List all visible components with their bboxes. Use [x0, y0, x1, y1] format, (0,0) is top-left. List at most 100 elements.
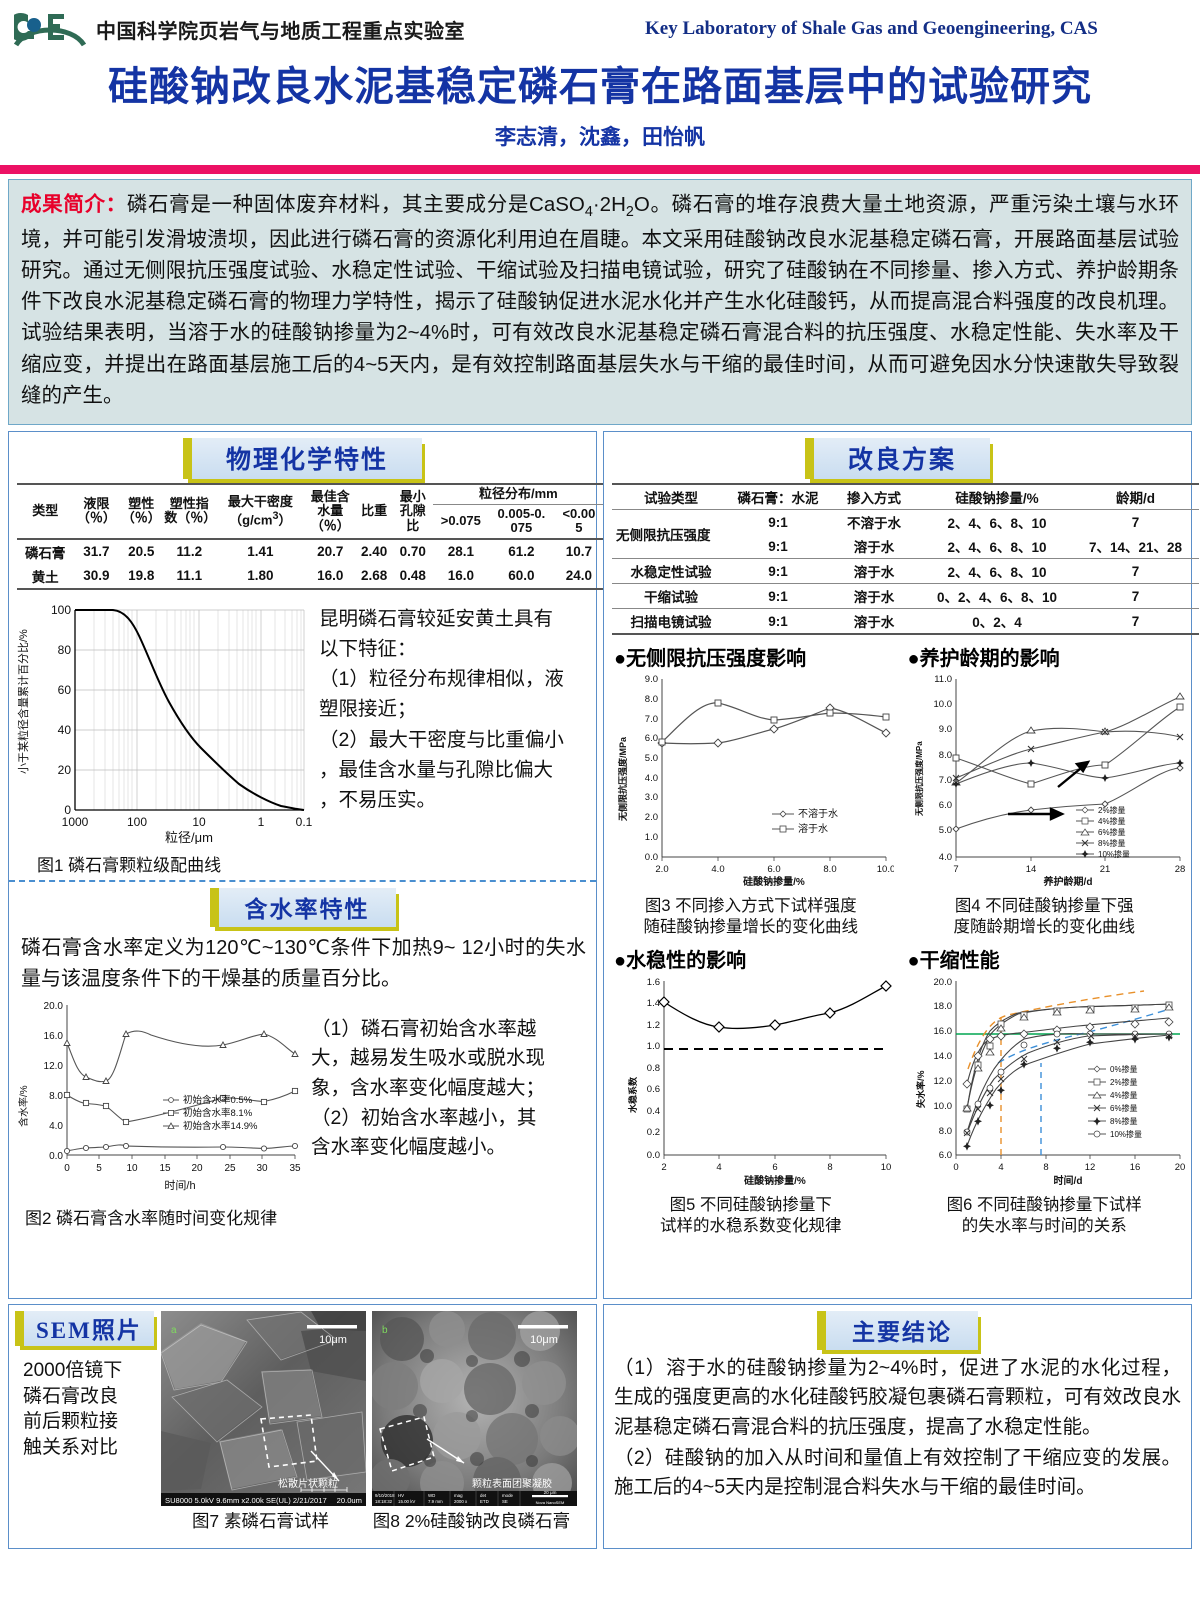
svg-text:1.6: 1.6: [647, 977, 660, 988]
th-plastic-limit: 塑性 （％）: [119, 483, 164, 540]
svg-text:时间/h: 时间/h: [164, 1179, 195, 1192]
table-row: 黄土 30.9 19.8 11.1 1.80 16.0 2.68 0.48 16…: [17, 563, 604, 590]
th-type: 类型: [17, 483, 74, 540]
svg-text:6.0: 6.0: [938, 1150, 951, 1161]
th-gs-lt0005: <0.00 5: [553, 504, 604, 540]
fig6-cap-l1: 图6 不同硅酸钠掺量下试样: [946, 1196, 1142, 1215]
svg-text:1.0: 1.0: [647, 1041, 660, 1052]
cell-v4: 16.0: [305, 563, 356, 590]
svg-text:14: 14: [1025, 864, 1036, 875]
sem-desc-3: 触关系对比: [23, 1436, 119, 1458]
svg-text:6.0: 6.0: [645, 733, 658, 744]
svg-text:6: 6: [772, 1162, 777, 1173]
cell-age: 7: [1072, 608, 1199, 635]
fig1-line-0: 昆明磷石膏较延安黄土具有: [319, 607, 554, 630]
svg-text:21: 21: [1099, 864, 1110, 875]
svg-text:2%掺量: 2%掺量: [1110, 1077, 1138, 1087]
svg-text:80: 80: [58, 643, 72, 657]
sem-image-a: 10μm a 松散片状颗粒 SU8000 5.0kV 9.6mm x2.00k …: [161, 1311, 366, 1506]
figure3-chart: 无侧限抗压强度/MPa 9.0 8.0 7.0 6.0 5.0 4.0 3.0 2.0 1.…: [604, 671, 898, 894]
svg-text:5: 5: [96, 1163, 102, 1174]
th-specific-gravity: 比重: [355, 483, 393, 540]
svg-text:20.0: 20.0: [44, 1001, 64, 1012]
fig5-cap-l1: 图5 不同硅酸钠掺量下: [669, 1196, 832, 1215]
svg-text:100: 100: [127, 815, 147, 829]
figure1-caption: 图1 磷石膏颗粒级配曲线: [37, 855, 222, 875]
svg-text:初始含水率0.5%: 初始含水率0.5%: [183, 1094, 253, 1106]
panel-physical-properties: 物理化学特性 类型 液限 （％） 塑性 （％） 塑性指 数（％） 最大干密度 （g/cm…: [8, 431, 604, 1299]
svg-text:水稳系数: 水稳系数: [627, 1076, 638, 1113]
figure5-block: ●水稳性的影响 水稳系数 1.6 1.4 1.2 1.0 0.8 0.6 0.4 0.2 0…: [604, 941, 898, 1240]
svg-text:0: 0: [64, 1163, 70, 1174]
fig2-line-4: 含水率变化幅度越小。: [311, 1136, 507, 1159]
cell-v0: 30.9: [73, 563, 120, 590]
figures-5-6-row: ●水稳性的影响 水稳系数 1.6 1.4 1.2 1.0 0.8 0.6 0.4 0.2 0…: [604, 941, 1191, 1240]
svg-text:3.0: 3.0: [645, 792, 658, 803]
cell-dosage: 2、4、6、8、10: [922, 558, 1072, 584]
table-row: 磷石膏 31.7 20.5 11.2 1.41 20.7 2.40 0.70 2…: [17, 539, 604, 564]
sem-figure-b: 10μm b 颗粒表面团聚凝胶 9/10/2018 18:18:32: [366, 1311, 577, 1533]
bullet-dry-shrinkage: ●干缩性能: [907, 950, 1000, 973]
svg-text:25: 25: [224, 1163, 236, 1174]
figure5-caption: 图5 不同硅酸钠掺量下 试样的水稳系数变化规律: [604, 1193, 898, 1240]
svg-text:6.0: 6.0: [767, 864, 780, 875]
svg-text:2%掺量: 2%掺量: [1098, 805, 1126, 815]
svg-text:15.00 kV: 15.00 kV: [398, 1499, 415, 1504]
fig2-line-0: （1）磷石膏初始含水率越: [311, 1017, 537, 1040]
svg-text:无侧限抗压强度/MPa: 无侧限抗压强度/MPa: [617, 736, 628, 822]
abstract-sub2: 2: [625, 204, 634, 221]
cell-v2: 11.1: [163, 563, 216, 590]
fig2-line-1: 大，越易发生吸水或脱水现: [311, 1047, 546, 1070]
cell-test-type: 扫描电镜试验: [612, 608, 730, 635]
th-gs-gt0075: >0.075: [432, 504, 490, 540]
figure6-block: ●干缩性能 失水率/% 20.0 18.0 16.0 14.0 12.0 10.0 8.…: [898, 941, 1192, 1240]
th-plasticity-index: 塑性指 数（％）: [163, 483, 216, 540]
svg-text:10.0: 10.0: [933, 1101, 952, 1112]
svg-text:8.0: 8.0: [938, 750, 951, 761]
svg-text:14.0: 14.0: [933, 1051, 952, 1062]
svg-text:9/10/2018: 9/10/2018: [375, 1493, 395, 1498]
svg-text:颗粒表面团聚凝胶: 颗粒表面团聚凝胶: [472, 1477, 552, 1490]
svg-text:35: 35: [289, 1163, 301, 1174]
svg-text:6%掺量: 6%掺量: [1110, 1103, 1138, 1113]
fig1-line-3: 塑限接近；: [319, 698, 417, 721]
cell-v8: 61.2: [508, 544, 535, 560]
svg-text:15: 15: [159, 1163, 171, 1174]
svg-text:20.0um: 20.0um: [337, 1496, 362, 1505]
svg-text:0.0: 0.0: [647, 1150, 660, 1161]
figure3-caption: 图3 不同掺入方式下试样强度 随硅酸钠掺量增长的变化曲线: [604, 894, 898, 941]
svg-text:8%掺量: 8%掺量: [1098, 838, 1126, 848]
figure2-caption: 图2 磷石膏含水率随时间变化规律: [25, 1208, 278, 1228]
panel-improvement-plan: 改良方案 试验类型 磷石膏：水泥 掺入方式 硅酸钠掺量/% 龄期/d 无侧限抗压…: [603, 431, 1199, 1299]
svg-text:8.0: 8.0: [823, 864, 836, 875]
svg-text:1.0: 1.0: [645, 832, 658, 843]
cell-dosage: 2、4、6、8、10: [922, 534, 1072, 559]
cell-mode: 溶于水: [826, 558, 922, 584]
cell-v7: 16.0: [432, 563, 490, 590]
cell-age: 7: [1072, 558, 1199, 584]
cell-v6: 0.70: [399, 544, 426, 560]
cell-v7: 28.1: [447, 544, 474, 560]
svg-text:28: 28: [1174, 864, 1185, 875]
th-grain-size-group: 粒径分布/mm: [432, 482, 604, 505]
figures-3-4-row: ●无侧限抗压强度影响 无侧限抗压强度/MPa 9.0 8.0 7.0 6.0 5.0 4…: [604, 639, 1191, 941]
bullet-strength: ●无侧限抗压强度影响: [614, 648, 807, 670]
svg-text:det: det: [480, 1493, 487, 1498]
cell-v0: 31.7: [83, 544, 110, 560]
svg-text:4.0: 4.0: [938, 852, 951, 863]
sem-left: SEM照片 2000倍镜下 磷石膏改良 前后颗粒接 触关系对比: [15, 1311, 155, 1533]
svg-text:b: b: [382, 1325, 388, 1336]
svg-text:10%掺量: 10%掺量: [1098, 849, 1130, 859]
svg-text:4: 4: [998, 1162, 1003, 1173]
svg-text:10μm: 10μm: [530, 1334, 558, 1346]
svg-text:11.0: 11.0: [934, 674, 952, 685]
th-ratio: 磷石膏：水泥: [730, 483, 826, 510]
cell-ratio: 9:1: [730, 608, 826, 635]
right-column: 改良方案 试验类型 磷石膏：水泥 掺入方式 硅酸钠掺量/% 龄期/d 无侧限抗压…: [603, 431, 1199, 1549]
svg-text:8.0: 8.0: [49, 1091, 63, 1102]
svg-text:9.0: 9.0: [645, 674, 658, 685]
svg-text:1.2: 1.2: [647, 1020, 660, 1031]
svg-text:20: 20: [58, 763, 72, 777]
cell-v1: 19.8: [119, 563, 164, 590]
svg-text:ETD: ETD: [480, 1499, 489, 1504]
